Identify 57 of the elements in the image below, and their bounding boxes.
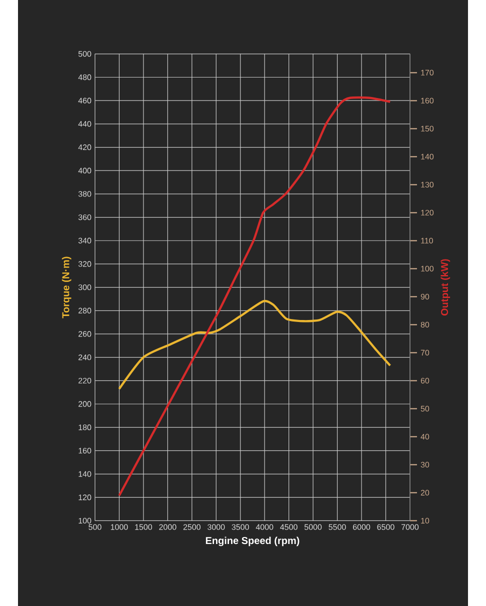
y2-axis-title: Output (kW) <box>440 259 450 316</box>
y-tick-label: 180 <box>78 424 92 430</box>
y-tick-label: 360 <box>78 214 92 220</box>
x-tick-label: 1500 <box>135 524 152 530</box>
x-tick-label: 4000 <box>256 524 274 530</box>
x-tick-label: 2500 <box>183 524 201 530</box>
line-series <box>118 300 392 390</box>
x-tick-label: 3000 <box>208 524 225 530</box>
y-tick-label: 140 <box>78 471 92 477</box>
y2-tick-label: 160 <box>421 98 434 104</box>
y-tick-label: 240 <box>78 354 92 360</box>
y2-tick-label: 10 <box>421 518 430 524</box>
y-tick-label: 440 <box>78 121 92 127</box>
x-tick-label: 6500 <box>377 524 394 530</box>
y-tick-label: 380 <box>78 191 92 197</box>
line-series <box>118 96 392 497</box>
y-tick-label: 200 <box>78 401 92 407</box>
y2-tick-label: 140 <box>421 154 434 160</box>
x-axis-title: Engine Speed (rpm) <box>206 536 300 546</box>
y-axis-title: Torque (N·m) <box>62 256 72 318</box>
x-tick-label: 7000 <box>401 524 419 530</box>
x-tick-label: 2000 <box>159 524 176 530</box>
y2-tick-label: 20 <box>420 490 430 496</box>
y2-tick-label: 90 <box>420 294 430 300</box>
y-tick-label: 300 <box>78 284 92 290</box>
y-tick-label: 280 <box>78 308 92 314</box>
y-tick-label: 500 <box>78 51 92 57</box>
y-tick-label: 100 <box>78 518 92 524</box>
y2-tick-label: 150 <box>421 126 434 132</box>
y2-tick-label: 130 <box>421 182 434 188</box>
y-tick-label: 400 <box>78 168 92 174</box>
y2-tick-label: 120 <box>421 210 434 216</box>
y2-tick-label: 80 <box>420 322 430 328</box>
x-tick-label: 4500 <box>280 524 298 530</box>
y-tick-label: 220 <box>78 378 92 384</box>
y2-tick-label: 100 <box>421 266 434 272</box>
y2-tick-label: 50 <box>420 406 430 412</box>
x-tick-label: 5000 <box>304 524 322 530</box>
y2-tick-label: 60 <box>420 378 430 384</box>
y2-tick-label: 40 <box>420 434 430 440</box>
y2-tick-label: 70 <box>420 350 430 356</box>
y-tick-label: 120 <box>78 494 92 500</box>
x-tick-label: 5500 <box>328 524 346 530</box>
y-tick-label: 320 <box>78 261 92 267</box>
y2-tick-label: 30 <box>420 462 430 468</box>
y-tick-label: 460 <box>78 98 92 104</box>
x-tick-label: 3500 <box>232 524 249 530</box>
y-tick-label: 480 <box>78 74 92 80</box>
y-tick-label: 340 <box>78 238 92 244</box>
y-tick-label: 420 <box>78 144 92 150</box>
x-tick-label: 6000 <box>353 524 370 530</box>
y-tick-label: 160 <box>78 448 92 454</box>
x-tick-label: 500 <box>88 524 102 530</box>
y2-tick-label: 110 <box>421 238 433 244</box>
y2-tick-label: 170 <box>421 70 434 76</box>
x-tick-label: 1000 <box>110 524 128 530</box>
y-tick-label: 260 <box>78 331 92 337</box>
